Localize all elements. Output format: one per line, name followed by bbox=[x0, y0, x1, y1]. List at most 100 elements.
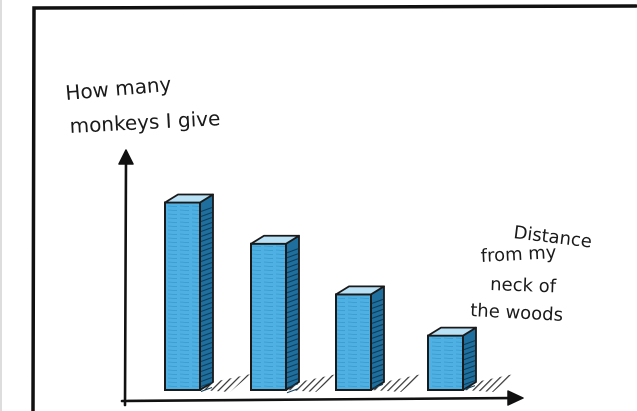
bar-side-hatch bbox=[371, 373, 384, 379]
bar-side-hatch bbox=[371, 303, 384, 309]
panel-border bbox=[31, 4, 637, 411]
bar-side-hatch bbox=[463, 380, 476, 386]
bar-side-hatch bbox=[371, 308, 384, 314]
bar-side-hatch bbox=[200, 366, 213, 373]
bar-side-hatch bbox=[371, 323, 384, 329]
bar-side-hatch bbox=[200, 331, 213, 338]
bar-side-hatch bbox=[286, 248, 299, 254]
bar-side-hatch bbox=[371, 328, 384, 334]
bar-side-hatch bbox=[286, 298, 299, 304]
bar-3 bbox=[335, 285, 422, 392]
bar-side-hatch bbox=[200, 321, 213, 328]
bar-side-hatch bbox=[200, 216, 213, 223]
bar-side-hatch bbox=[463, 355, 476, 361]
bar-side-hatch bbox=[286, 383, 299, 389]
bar-side-hatch bbox=[200, 346, 213, 353]
bar-side-hatch bbox=[200, 326, 213, 333]
bar-side-hatch bbox=[371, 378, 384, 384]
bar-side-hatch bbox=[286, 348, 299, 354]
bar-side-hatch bbox=[200, 351, 213, 358]
x-axis bbox=[120, 396, 514, 403]
bar-side-hatch bbox=[200, 251, 213, 258]
bar-side-hatch bbox=[286, 368, 299, 374]
bar-top bbox=[427, 326, 477, 337]
bar-side-hatch bbox=[286, 253, 299, 259]
bar-side-hatch bbox=[200, 261, 213, 268]
bar-side-hatch bbox=[286, 303, 299, 309]
bar-side-hatch bbox=[286, 328, 299, 334]
bar-side-hatch bbox=[286, 308, 299, 314]
bar-side-hatch bbox=[286, 318, 299, 324]
x-axis-arrow bbox=[507, 390, 524, 406]
bar-side-hatch bbox=[200, 246, 213, 253]
bar-front-texture bbox=[252, 244, 285, 389]
bar-side-hatch bbox=[200, 386, 213, 393]
bar-side-hatch bbox=[286, 388, 299, 394]
bar-top bbox=[250, 234, 300, 245]
bar-side-hatch bbox=[286, 278, 299, 284]
y-axis-label-line-1: How many bbox=[64, 72, 172, 105]
bar-side-hatch bbox=[286, 338, 299, 344]
bar-side-hatch bbox=[200, 286, 213, 293]
y-axis-label-line-2: monkeys I give bbox=[69, 106, 221, 138]
bar-side-hatch bbox=[200, 241, 213, 248]
bar-side-hatch bbox=[463, 375, 476, 381]
bar-side-hatch bbox=[371, 298, 384, 304]
bar-side-hatch bbox=[371, 318, 384, 324]
bar-side-hatch bbox=[463, 360, 476, 366]
bar-side-hatch bbox=[286, 313, 299, 319]
bar-top bbox=[335, 285, 385, 296]
bar-side-hatch bbox=[371, 338, 384, 344]
bars-group bbox=[164, 193, 514, 394]
bar-side-hatch bbox=[371, 333, 384, 339]
bar-side-hatch bbox=[463, 350, 476, 356]
bar-side-hatch bbox=[286, 333, 299, 339]
bar-side-hatch bbox=[200, 306, 213, 313]
bar-side-hatch bbox=[286, 293, 299, 299]
bar-1 bbox=[164, 193, 251, 393]
bar-side-hatch bbox=[200, 296, 213, 303]
bar-side-hatch bbox=[200, 361, 213, 368]
bar-side-hatch bbox=[200, 381, 213, 388]
bar-side-hatch bbox=[286, 258, 299, 264]
bar-side-hatch bbox=[463, 385, 476, 391]
y-axis bbox=[123, 158, 128, 407]
bar-side-hatch bbox=[371, 368, 384, 374]
bar-side-hatch bbox=[200, 276, 213, 283]
x-axis-label-line-4: the woods bbox=[470, 300, 564, 326]
bar-side-hatch bbox=[463, 370, 476, 376]
bar-side-hatch bbox=[200, 356, 213, 363]
bar-front-texture bbox=[337, 295, 370, 389]
bar-top bbox=[164, 193, 214, 204]
bar-side-hatch bbox=[463, 340, 476, 346]
bar-side-hatch bbox=[371, 348, 384, 354]
bar-front-texture bbox=[166, 203, 199, 389]
bar-side-hatch bbox=[371, 358, 384, 364]
bar-side-hatch bbox=[200, 301, 213, 308]
bar-shadow bbox=[200, 374, 251, 392]
bar-side-hatch bbox=[371, 313, 384, 319]
bar-side-hatch bbox=[200, 341, 213, 348]
bar-side-hatch bbox=[371, 343, 384, 349]
bar-side-hatch bbox=[286, 358, 299, 364]
bar-side-hatch bbox=[200, 376, 213, 383]
bar-side-hatch bbox=[200, 266, 213, 273]
bar-side-hatch bbox=[200, 226, 213, 233]
bar-side-hatch bbox=[200, 281, 213, 288]
bar-side-hatch bbox=[200, 221, 213, 228]
bar-2 bbox=[250, 234, 337, 394]
bar-side-hatch bbox=[463, 345, 476, 351]
bar-side-hatch bbox=[286, 268, 299, 274]
bar-4 bbox=[427, 326, 514, 392]
bar-side-hatch bbox=[286, 323, 299, 329]
bar-side-hatch bbox=[200, 231, 213, 238]
bar-side-hatch bbox=[463, 365, 476, 371]
bar-side-hatch bbox=[371, 383, 384, 389]
bar-side-hatch bbox=[286, 373, 299, 379]
bar-side-hatch bbox=[200, 336, 213, 343]
bar-side-hatch bbox=[200, 371, 213, 378]
bar-side-hatch bbox=[371, 363, 384, 369]
bar-side-hatch bbox=[200, 206, 213, 213]
